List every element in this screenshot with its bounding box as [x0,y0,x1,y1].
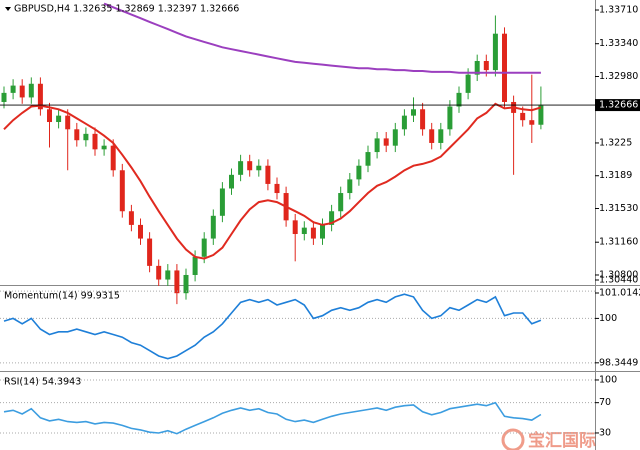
y-tick-label: 101.0142 [599,288,640,299]
candle-body [310,227,316,239]
candle-body [92,133,98,150]
y-tick-label: 100 [599,313,617,324]
candle-body [265,165,271,184]
y-tick-label: 1.33710 [599,5,638,16]
candle-body [256,165,262,171]
candle-body [138,224,143,239]
candle-body [338,193,344,212]
y-tick-label: 1.33340 [599,38,638,49]
candle-body [156,265,162,280]
candle-body [165,270,171,280]
candle-body [119,170,125,212]
indicator-line [103,2,541,74]
candle-body [147,238,153,266]
indicator-line [3,102,542,260]
candle-body [47,109,52,123]
indicator-line [3,401,542,435]
pane-title: RSI(14) 54.3943 [4,377,81,388]
candle-body [383,138,389,146]
candle-body [365,152,371,166]
candle-body [201,238,207,257]
candle-body [28,83,34,98]
candle-body [320,224,325,239]
pane-title: Momentum(14) 99.9315 [4,291,120,302]
candle-body [292,220,298,235]
y-tick-label: 1.3225 [599,137,632,148]
candle-body [392,129,398,146]
candle-body [229,174,234,189]
candle-body [37,83,43,110]
candle-body [219,188,225,216]
candle-body [483,61,489,71]
candle-body [429,129,435,143]
candle-body [74,129,80,141]
candle-body [529,120,535,125]
y-tick-label: 30 [599,427,611,438]
y-tick-label: 100 [599,374,617,385]
y-tick-label: 98.3449 [599,357,638,368]
candle-body [538,105,544,125]
candle-body [456,92,462,107]
candle-body [401,115,407,130]
candle-body [1,92,7,102]
candle-body [465,74,471,93]
candle-body [65,115,71,130]
y-tick-label: 1.3189 [599,170,632,181]
y-tick-label: 1.31160 [599,237,638,248]
candle-body [183,274,189,294]
candle-body [10,85,16,93]
candle-body [411,109,416,116]
menu-triangle [5,7,11,11]
candle-body [274,183,280,194]
logo-ring [501,428,525,450]
candle-body [502,33,507,102]
y-tick-label: 1.31530 [599,203,638,214]
candle-body [192,256,198,275]
candle-body [19,85,25,98]
candle-body [329,211,335,225]
candle-body [101,145,107,150]
y-tick-label: 1.32980 [599,71,638,82]
y-tick-label: 70 [599,397,611,408]
watermark-logo [501,428,525,450]
candle-body [347,179,353,194]
candle-body [420,109,426,130]
candle-body [374,138,380,153]
candle-body [356,165,362,180]
y-tick-label: 1.30440 [599,275,638,286]
current-price-label: 1.32666 [599,100,638,111]
candle-body [520,112,526,121]
candle-body [238,161,244,175]
y-tick-label: 1.30800 [599,269,638,280]
candle-body [492,33,498,71]
candle-body [128,211,134,225]
candle-body [301,227,307,235]
pane-title: GBPUSD,H4 1.32635 1.32869 1.32397 1.3266… [14,4,239,15]
candle-body [447,106,453,130]
candle-body [438,129,444,143]
candle-body [210,215,216,239]
current-price-box [595,99,640,112]
candle-body [56,115,62,123]
indicator-line [3,293,542,360]
candle-body [474,61,480,75]
candle-body [83,133,89,141]
candle-body [247,161,253,171]
candle-body [174,270,180,294]
candle-body [110,145,116,171]
watermark: 宝汇国际 [528,430,596,450]
